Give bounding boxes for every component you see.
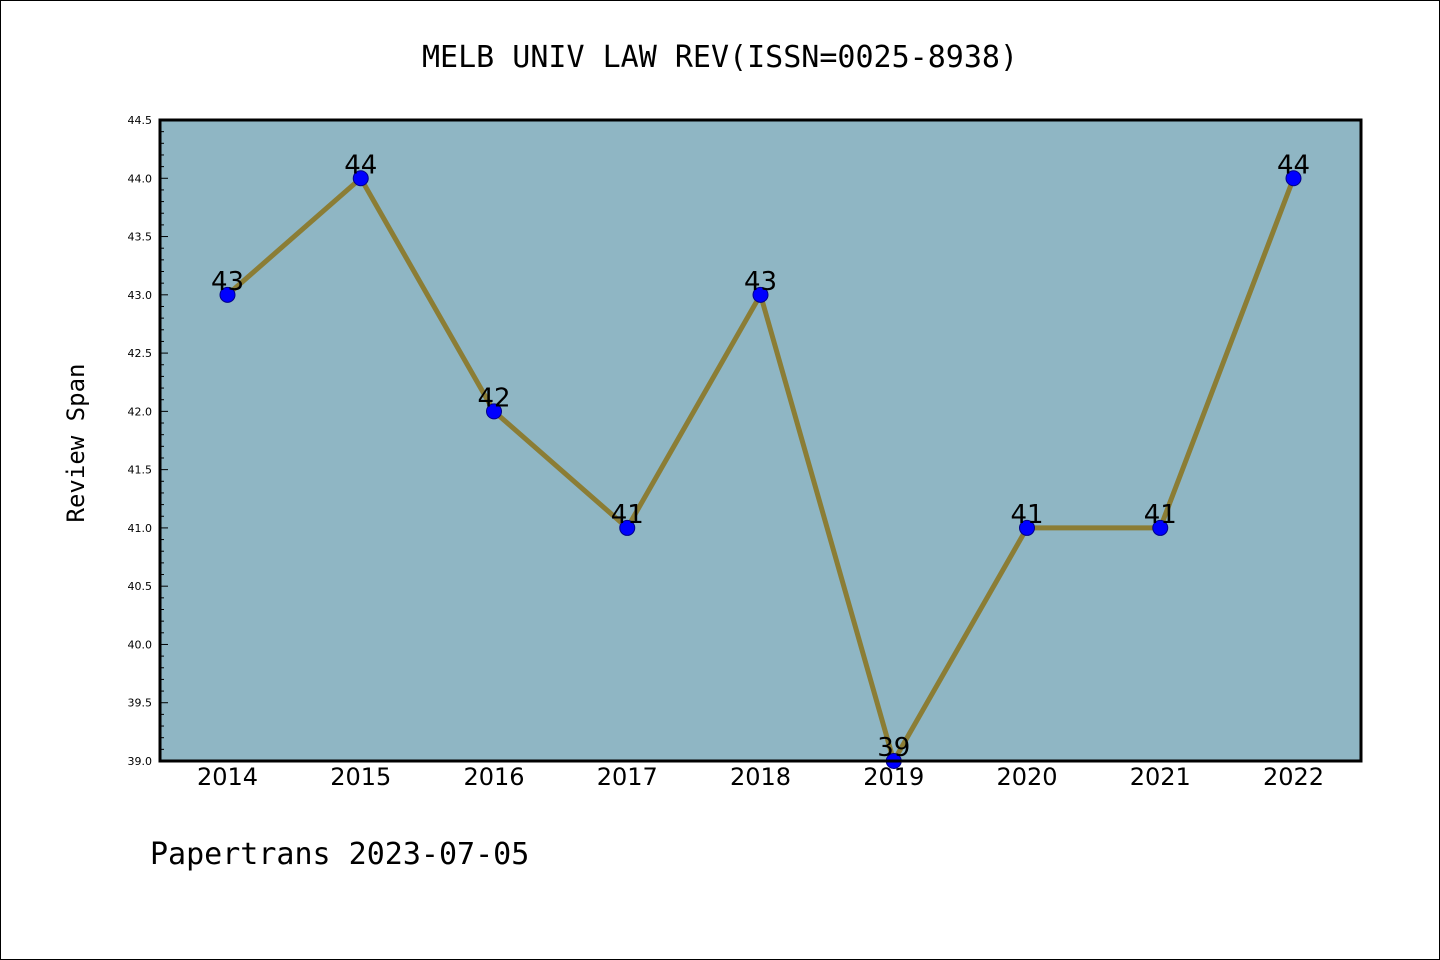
y-tick-label: 42.0 — [128, 405, 153, 418]
y-tick-label: 43.5 — [128, 231, 153, 244]
data-label: 41 — [611, 500, 644, 530]
data-label: 44 — [344, 150, 377, 180]
data-label: 41 — [1144, 500, 1177, 530]
x-tick-label: 2017 — [597, 763, 658, 791]
y-tick-label: 41.0 — [128, 522, 153, 535]
data-point — [752, 286, 769, 303]
plot-area — [160, 120, 1361, 761]
x-tick-label: 2016 — [463, 763, 524, 791]
y-tick-label: 41.5 — [128, 464, 153, 477]
y-tick-label: 44.0 — [128, 172, 153, 185]
plot-border — [158, 118, 1363, 763]
chart-title: MELB UNIV LAW REV(ISSN=0025-8938) — [422, 40, 1018, 75]
footer-text: Papertrans 2023-07-05 — [150, 837, 529, 872]
y-tick-label: 44.5 — [128, 114, 153, 127]
y-tick-label: 43.0 — [128, 289, 153, 302]
y-axis: 39.0 39.5 40.0 40.5 41.0 41.5 42.0 42.5 43.0 43.5… — [128, 114, 168, 768]
y-tick-label: 42.5 — [128, 347, 153, 360]
data-label: 44 — [1277, 150, 1310, 180]
y-tick-label: 39.0 — [128, 755, 153, 768]
y-tick-label: 39.5 — [128, 697, 153, 710]
x-tick-label: 2015 — [330, 763, 391, 791]
x-tick-label: 2014 — [197, 763, 258, 791]
data-label: 43 — [744, 267, 777, 297]
y-tick-label: 40.5 — [128, 580, 153, 593]
x-tick-label: 2022 — [1263, 763, 1324, 791]
data-point — [1285, 170, 1302, 187]
data-point — [486, 403, 502, 420]
data-point — [352, 170, 369, 187]
x-tick-label: 2018 — [730, 763, 791, 791]
x-tick-label: 2020 — [996, 763, 1057, 791]
data-point — [1152, 519, 1169, 536]
data-point — [1019, 519, 1035, 536]
series-layer: 43 44 42 41 43 39 41 41 44 — [211, 150, 1310, 769]
data-label: 43 — [211, 267, 244, 297]
data-point — [619, 519, 636, 536]
y-axis-label: Review Span — [62, 364, 90, 523]
data-label: 42 — [477, 383, 510, 413]
x-axis: 2014 2015 2016 2017 2018 2019 2020 2021 2022 — [197, 763, 1324, 791]
data-point — [219, 286, 236, 303]
y-tick-label: 40.0 — [128, 638, 153, 651]
data-label: 39 — [877, 733, 910, 763]
x-tick-label: 2021 — [1130, 763, 1191, 791]
data-label: 41 — [1010, 500, 1043, 530]
